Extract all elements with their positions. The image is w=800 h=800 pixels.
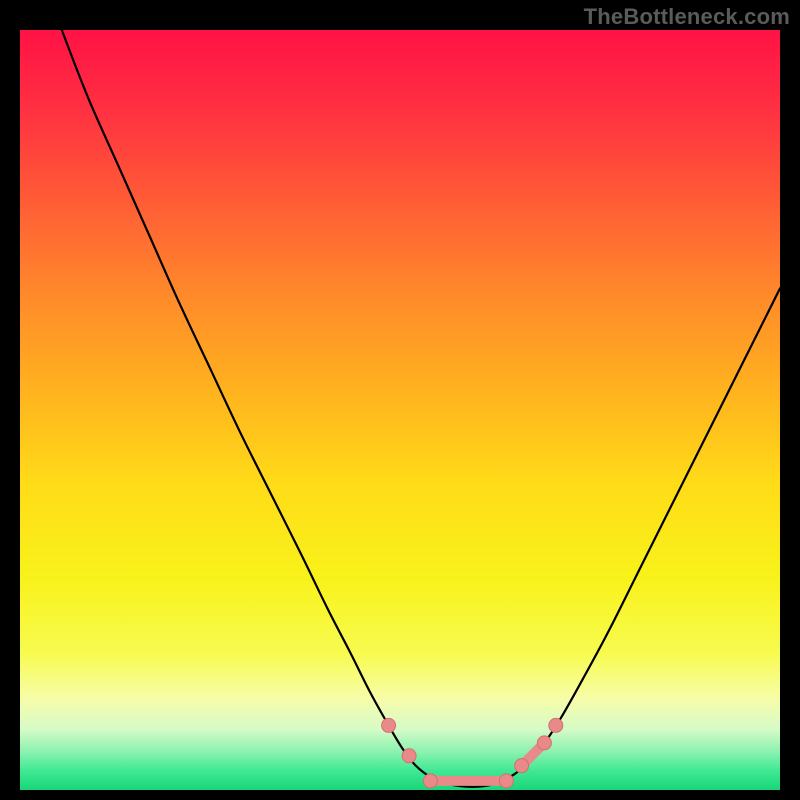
- marker-dot: [537, 736, 551, 750]
- chart-container: TheBottleneck.com: [0, 0, 800, 800]
- marker-dot: [382, 718, 396, 732]
- marker-dot: [402, 749, 416, 763]
- watermark-text: TheBottleneck.com: [584, 4, 790, 30]
- marker-dot: [499, 774, 513, 788]
- marker-dot: [549, 718, 563, 732]
- marker-dot: [515, 759, 529, 773]
- chart-svg: [20, 30, 780, 790]
- gradient-background: [20, 30, 780, 790]
- plot-area: [20, 30, 780, 790]
- marker-dot: [423, 774, 437, 788]
